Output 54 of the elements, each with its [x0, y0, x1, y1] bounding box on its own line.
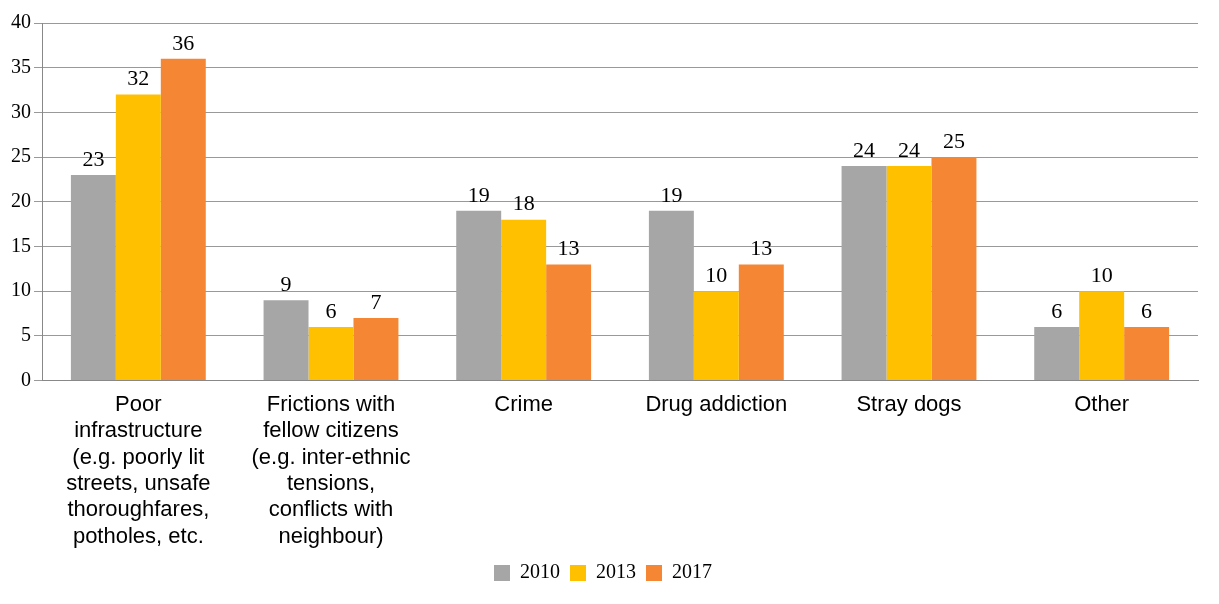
legend-label: 2017: [672, 560, 712, 583]
data-label: 10: [705, 261, 728, 287]
y-tick-label: 20: [11, 189, 31, 212]
data-label: 23: [82, 145, 105, 171]
bar: [70, 174, 116, 381]
data-label: 19: [467, 181, 490, 207]
data-label: 13: [750, 235, 773, 261]
legend-label: 2010: [520, 560, 560, 583]
data-label: 13: [557, 235, 580, 261]
x-tick-label: Stray dogs: [856, 390, 962, 416]
data-label: 24: [898, 136, 920, 162]
data-label: 19: [660, 181, 683, 207]
y-tick-label: 10: [11, 278, 31, 301]
data-label: 24: [853, 136, 876, 162]
data-label: 10: [1090, 261, 1113, 287]
y-tick-label: 15: [11, 233, 31, 256]
data-label: 25: [942, 127, 965, 153]
bar: [263, 300, 309, 381]
data-label: 6: [1051, 297, 1063, 323]
y-tick-label: 0: [21, 367, 31, 390]
bar: [1034, 326, 1080, 381]
bar: [353, 318, 399, 381]
y-tick-label: 40: [11, 10, 31, 33]
bar: [546, 264, 592, 381]
bar: [841, 166, 887, 381]
bar: [115, 94, 161, 381]
bar: [1079, 291, 1125, 381]
bar: [501, 219, 547, 381]
data-label: 6: [325, 297, 337, 323]
data-label: 32: [127, 65, 150, 91]
y-tick-label: 5: [21, 323, 31, 346]
data-label: 36: [172, 29, 195, 55]
x-tick-label: Crime: [494, 390, 553, 416]
bar: [1124, 326, 1170, 381]
y-tick-label: 30: [11, 99, 31, 122]
bar: [456, 210, 502, 381]
data-label: 6: [1141, 297, 1153, 323]
bar: [693, 291, 739, 381]
data-label: 18: [512, 190, 535, 216]
bar: [886, 166, 932, 381]
data-label: 7: [370, 288, 382, 314]
x-tick-label: Other: [1074, 390, 1130, 416]
y-tick-label: 35: [11, 54, 31, 77]
x-tick-label: Frictions with fellow citizens (e.g. inter-ethnic tensions, conflicts with neighbour): [251, 390, 411, 548]
legend-label: 2013: [596, 560, 636, 583]
x-tick-label: Drug addiction: [645, 390, 788, 416]
bar: [738, 264, 784, 381]
bar: [931, 157, 977, 381]
y-tick-label: 25: [11, 144, 31, 167]
x-tick-label: Poor infrastructure (e.g. poorly lit streets, unsafe thoroughfares, potholes, etc.: [66, 390, 211, 548]
bar: [160, 58, 206, 381]
bar: [648, 210, 694, 381]
bar: [308, 326, 354, 381]
data-label: 9: [280, 270, 292, 296]
